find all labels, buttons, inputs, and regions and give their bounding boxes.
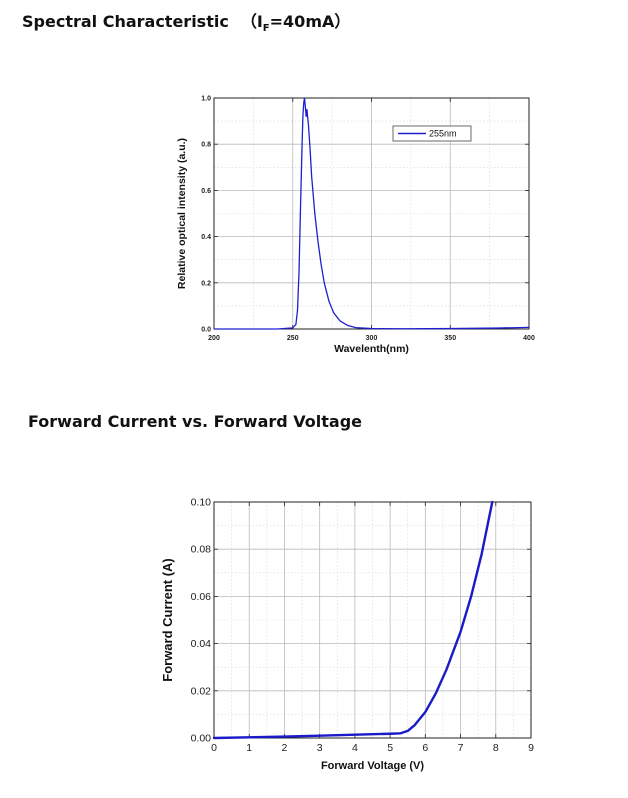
x-tick-label: 6	[422, 742, 428, 754]
y-axis-label: Forward Current (A)	[160, 558, 175, 682]
x-tick-label: 5	[387, 742, 393, 754]
x-tick-label: 9	[528, 742, 534, 754]
x-tick-label: 2	[282, 742, 288, 754]
x-tick-label: 300	[366, 335, 378, 342]
iv-title: Forward Current vs. Forward Voltage	[28, 412, 363, 431]
spectral-title-subscript: F	[262, 23, 270, 35]
y-tick-label: 0.2	[201, 280, 211, 287]
y-tick-label: 0.0	[201, 327, 211, 334]
legend-label: 255nm	[429, 129, 457, 139]
y-tick-label: 0.10	[191, 497, 212, 509]
y-tick-label: 0.00	[191, 733, 212, 745]
y-tick-label: 0.06	[191, 591, 212, 603]
y-axis-label: Relative optical intensity (a.u.)	[176, 138, 188, 289]
spectral-title-main: Spectral Characteristic	[22, 12, 229, 31]
x-tick-label: 3	[317, 742, 323, 754]
x-axis-label: Wavelenth(nm)	[334, 343, 409, 355]
x-tick-label: 7	[458, 742, 464, 754]
spectral-title: Spectral Characteristic （IF=40mA）	[22, 8, 350, 34]
x-tick-label: 350	[444, 335, 456, 342]
y-tick-label: 0.8	[201, 142, 211, 149]
x-tick-label: 200	[208, 335, 220, 342]
y-tick-label: 0.04	[191, 638, 212, 650]
spectral-chart: 200 250 300 350 400 0.0 0.2 0.4 0.6 0.8 1.0 Wavelen…	[176, 96, 535, 356]
y-tick-label: 0.6	[201, 188, 211, 195]
x-tick-label: 4	[352, 742, 358, 754]
y-tick-label: 0.02	[191, 685, 212, 697]
spectral-title-close: =40mA）	[269, 12, 351, 31]
x-tick-label: 0	[211, 742, 217, 754]
x-tick-label: 8	[493, 742, 499, 754]
x-tick-label: 250	[287, 335, 299, 342]
spectral-title-open: （I	[240, 12, 263, 31]
y-tick-label: 0.4	[201, 234, 211, 241]
x-axis-label: Forward Voltage (V)	[321, 760, 424, 772]
iv-chart: 0 1 2 3 4 5 6 7 8 9 0.00 0.02 0.04 0.06 0.08 0.10 Forwar…	[160, 497, 534, 773]
series-line-1	[212, 500, 494, 740]
x-tick-label: 400	[523, 335, 535, 342]
plot-frame	[213, 501, 532, 739]
series-line-255nm	[213, 97, 530, 330]
y-tick-label: 0.08	[191, 544, 212, 556]
x-tick-label: 1	[246, 742, 252, 754]
legend-box	[392, 125, 472, 142]
y-tick-label: 1.0	[201, 96, 211, 103]
